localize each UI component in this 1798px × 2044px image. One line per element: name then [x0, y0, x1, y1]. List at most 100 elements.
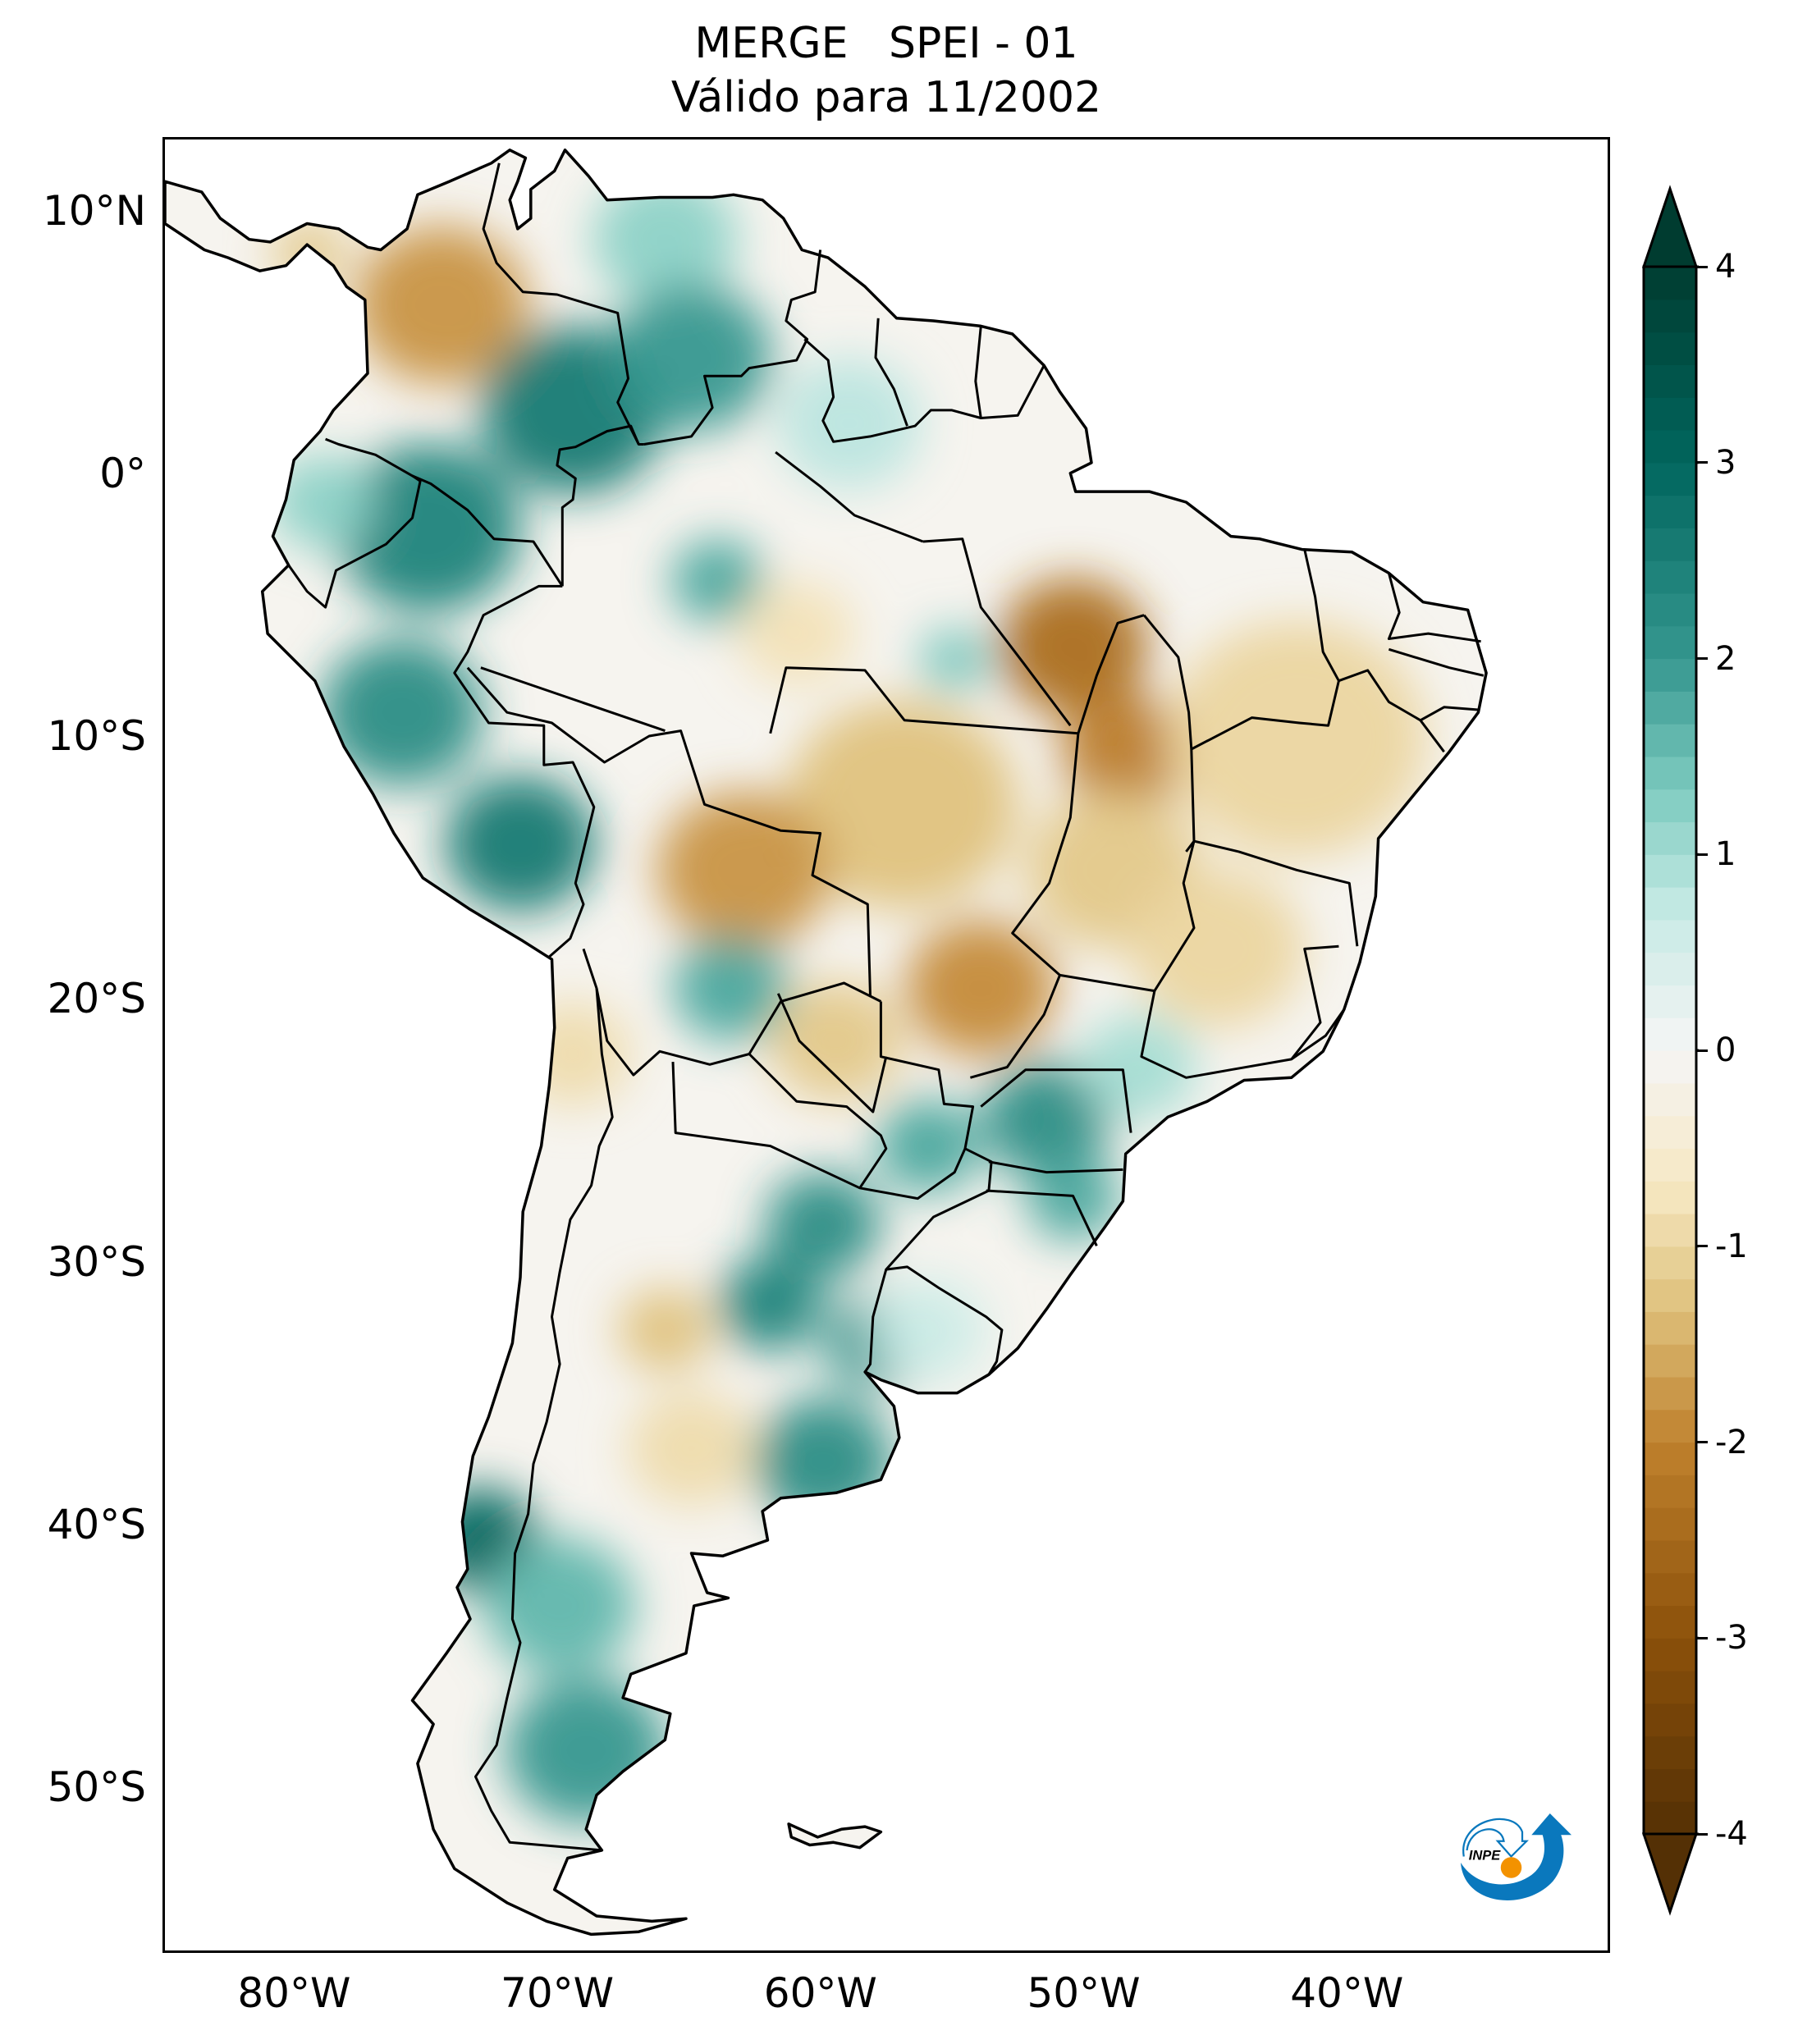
colorbar-segment	[1644, 1181, 1696, 1214]
logo-sun-icon	[1500, 1857, 1522, 1878]
spei-anomaly-eastern-ecuador-northern-peru	[336, 444, 521, 613]
colorbar-segment	[1644, 1442, 1696, 1475]
colorbar	[1641, 185, 1699, 1916]
colorbar-segment	[1644, 625, 1696, 660]
y-tick-label: 10°N	[42, 186, 146, 235]
colorbar-segment	[1644, 1507, 1696, 1541]
border-line	[980, 1068, 1132, 1133]
border-line	[775, 450, 924, 543]
border-line	[748, 1001, 975, 1200]
border-line	[1388, 647, 1485, 677]
colorbar-segment	[1644, 1050, 1696, 1084]
colorbar-tick-label: 2	[1715, 639, 1736, 678]
spei-anomaly-central-amazon	[739, 581, 855, 687]
colorbar-segment	[1644, 267, 1696, 300]
border-line	[287, 474, 422, 609]
colorbar-segment	[1644, 397, 1696, 431]
border-line	[643, 249, 822, 446]
colorbar-segment	[1644, 854, 1696, 888]
spei-anomaly-western-amazon	[671, 538, 764, 624]
colorbar-segment	[1644, 919, 1696, 953]
border-line	[1290, 944, 1339, 1060]
border-line	[1193, 839, 1359, 947]
border-line	[988, 1160, 1123, 1174]
colorbar-tick-label: 1	[1715, 835, 1736, 874]
colorbar-segment	[1644, 1213, 1696, 1247]
colorbar-segment	[1644, 592, 1696, 627]
colorbar-segment	[1644, 887, 1696, 921]
colorbar-segment	[1644, 1311, 1696, 1345]
colorbar-segment	[1644, 1017, 1696, 1051]
spei-anomaly-par-west	[919, 628, 990, 692]
colorbar-segment	[1644, 495, 1696, 528]
spei-anomaly-eastern-bolivia	[673, 935, 789, 1041]
colorbar-segment	[1644, 1409, 1696, 1443]
colorbar-tick-mark	[1696, 657, 1708, 660]
spei-field	[165, 149, 1487, 1935]
colorbar-segment	[1644, 724, 1696, 757]
spei-anomaly-cuyo	[619, 1287, 711, 1372]
coastline	[165, 149, 1488, 1937]
border-line	[922, 537, 1072, 727]
colorbar-segment	[1644, 756, 1696, 790]
border-line	[556, 424, 640, 587]
colorbar-segment	[1644, 1638, 1696, 1671]
spei-anomaly-paraguay-north	[769, 980, 903, 1102]
border-line	[671, 1062, 861, 1190]
y-tick-label: 50°S	[47, 1763, 146, 1812]
colorbar-segment	[1644, 1148, 1696, 1182]
border-line	[1191, 549, 1340, 751]
border-line	[1142, 614, 1196, 853]
colorbar-tick-label: 3	[1715, 443, 1736, 482]
colorbar-tick-label: 0	[1715, 1031, 1736, 1069]
spei-anomaly-s-o-paulo	[1081, 1014, 1197, 1120]
colorbar-segment	[1644, 1605, 1696, 1639]
colorbar-segment	[1644, 1539, 1696, 1574]
colorbar-tick-label: -4	[1715, 1815, 1748, 1853]
logo-text: INPE	[1469, 1848, 1502, 1863]
spei-anomaly-la-pampa	[628, 1390, 755, 1507]
spei-anomaly-tocantins	[1062, 693, 1190, 810]
colorbar-extend-min	[1641, 1832, 1699, 1916]
spei-anomaly-southern-venezuela	[610, 284, 773, 432]
colorbar-segment	[1644, 658, 1696, 692]
colorbar-segment	[1644, 299, 1696, 333]
x-tick-label: 70°W	[501, 1969, 615, 2017]
border-line	[776, 993, 888, 1113]
colorbar-segment	[1644, 1671, 1696, 1704]
spei-anomaly-north-argentina	[765, 1172, 881, 1278]
spei-anomaly-roraima-guyana	[776, 357, 922, 489]
colorbar-tick-label: 4	[1715, 248, 1736, 286]
spei-anomaly-paran-	[982, 1062, 1110, 1177]
colorbar-tick-mark	[1696, 1245, 1708, 1248]
border-line	[863, 1269, 888, 1373]
border-line	[874, 318, 908, 427]
y-tick-label: 10°S	[47, 712, 146, 761]
border-line	[1140, 990, 1346, 1079]
border-line	[769, 666, 1079, 735]
spei-anomaly-paraguay-east	[876, 1098, 981, 1194]
x-tick-label: 40°W	[1290, 1969, 1404, 2017]
spei-anomaly-minas-gerais	[1131, 870, 1305, 1028]
colorbar-segment	[1644, 528, 1696, 561]
border-line	[803, 338, 1045, 443]
y-tick-label: 0°	[99, 449, 146, 497]
spei-anomaly-patagonia-south	[505, 1676, 667, 1824]
colorbar-tick-label: -2	[1715, 1423, 1748, 1461]
x-tick-label: 60°W	[763, 1969, 877, 2017]
border-line	[466, 666, 882, 1003]
border-line	[453, 584, 596, 958]
spei-anomaly-venezuela-llanos	[592, 173, 738, 305]
colorbar-segment	[1644, 462, 1696, 496]
border-line	[582, 948, 872, 1077]
logo-swoosh-icon	[1461, 1813, 1572, 1900]
spei-anomaly-northern-colombia	[355, 226, 528, 384]
country-borders	[165, 149, 1488, 1937]
colorbar-tick-mark	[1696, 1636, 1708, 1639]
spei-anomaly-central-argentina	[718, 1256, 823, 1351]
colorbar-segment	[1644, 1246, 1696, 1280]
border-line	[1420, 706, 1479, 722]
colorbar-segment	[1644, 1344, 1696, 1378]
chart-title: MERGE SPEI - 01	[694, 19, 1078, 68]
spei-anomaly-southern-peru	[445, 775, 596, 912]
